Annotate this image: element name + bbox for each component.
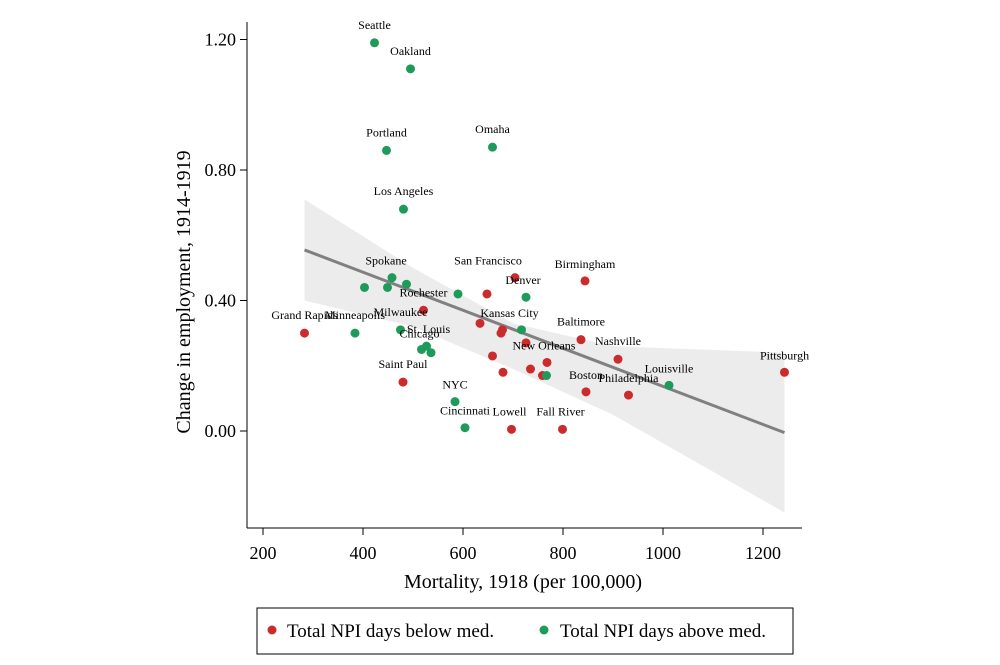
city-label-birmingham: Birmingham	[555, 257, 616, 271]
point-above-oakland	[406, 64, 415, 74]
point-above-st-louis	[422, 341, 431, 351]
city-label-los-angeles: Los Angeles	[374, 184, 434, 198]
point-above	[360, 282, 369, 292]
point-below-lowell	[507, 424, 516, 434]
city-label-saint-paul: Saint Paul	[378, 357, 428, 371]
point-above-minneapolis	[350, 328, 360, 338]
point-below-saint-paul	[398, 377, 408, 387]
point-above-spokane	[387, 273, 397, 283]
city-label-fall-river: Fall River	[536, 404, 584, 418]
city-label-spokane: Spokane	[365, 254, 406, 268]
point-below	[482, 289, 492, 299]
city-label-new-orleans: New Orleans	[513, 338, 576, 352]
y-tick-label-0.00: 0.00	[205, 421, 237, 441]
city-label-boston: Boston	[569, 368, 603, 382]
x-axis-title: Mortality, 1918 (per 100,000)	[404, 571, 642, 593]
legend-box	[256, 607, 794, 655]
point-above-milwaukee	[396, 325, 405, 335]
city-label-kansas-city: Kansas City	[480, 306, 538, 320]
y-tick-label-1.20: 1.20	[205, 30, 237, 50]
point-above	[383, 282, 392, 292]
y-tick-label-0.80: 0.80	[205, 160, 237, 180]
city-label-st-louis: St. Louis	[407, 322, 451, 336]
point-above	[426, 348, 436, 358]
legend-label-above: Total NPI days above med.	[560, 621, 766, 642]
city-label-philadelphia: Philadelphia	[599, 371, 660, 385]
point-above	[453, 289, 463, 299]
x-tick-label-1000: 1000	[645, 543, 681, 563]
point-below	[488, 351, 497, 361]
point-above-los-angeles	[399, 204, 408, 214]
point-above-omaha	[488, 142, 497, 152]
point-below-fall-river	[558, 424, 567, 434]
legend-label-below: Total NPI days below med.	[287, 621, 494, 642]
point-labels: Grand Rapids Saint Paul Rochester Kansas Ci…	[271, 18, 809, 419]
confidence-band	[304, 199, 785, 513]
city-label-cincinnati: Cincinnati	[440, 404, 491, 418]
point-above-nyc	[450, 397, 460, 407]
city-label-louisville: Louisville	[645, 361, 694, 375]
point-below	[498, 367, 508, 377]
point-above-louisville	[664, 380, 674, 390]
city-label-minneapolis: Minneapolis	[325, 308, 385, 322]
point-below-philadelphia	[624, 390, 633, 400]
city-label-milwaukee: Milwaukee	[374, 305, 428, 319]
point-above	[542, 371, 551, 381]
y-tick-label-0.40: 0.40	[205, 291, 237, 311]
point-below	[475, 318, 485, 328]
city-label-oakland: Oakland	[390, 44, 431, 58]
city-label-rochester: Rochester	[400, 285, 448, 299]
point-below-baltimore	[576, 335, 586, 345]
city-label-pittsburgh: Pittsburgh	[760, 348, 809, 362]
x-tick-label-800: 800	[550, 543, 577, 563]
city-label-nyc: NYC	[442, 378, 467, 392]
point-below-grand-rapids	[300, 328, 309, 338]
city-label-baltimore: Baltimore	[557, 315, 605, 329]
x-tick-label-600: 600	[450, 543, 477, 563]
point-below-kansas-city	[498, 325, 507, 335]
point-above	[402, 279, 411, 289]
x-tick-label-1200: 1200	[745, 543, 781, 563]
point-above-portland	[382, 145, 391, 155]
point-below-pittsburgh	[780, 367, 789, 377]
legend: Total NPI days below med. Total NPI days…	[256, 607, 794, 655]
city-label-denver: Denver	[505, 273, 540, 287]
point-above-denver	[521, 292, 531, 302]
point-below	[526, 364, 535, 374]
point-above	[517, 325, 526, 335]
point-below-san-francisco	[510, 273, 520, 283]
point-above-cincinnati	[460, 423, 470, 433]
point-below-nashville	[613, 354, 623, 364]
legend-marker-below	[267, 625, 277, 635]
legend-marker-above	[539, 625, 549, 635]
point-below-rochester	[419, 305, 428, 315]
city-label-omaha: Omaha	[475, 122, 510, 136]
x-tick-label-200: 200	[250, 543, 277, 563]
city-label-chicago: Chicago	[400, 326, 440, 340]
point-below-birmingham	[580, 276, 590, 286]
city-label-grand-rapids: Grand Rapids	[271, 308, 338, 322]
city-label-portland: Portland	[366, 125, 407, 139]
city-label-seattle: Seattle	[358, 18, 391, 32]
fit-line	[303, 248, 786, 435]
axes: 200 400 600 800 1000 1200 0.00 0.40 0.80 1.20	[205, 22, 802, 563]
city-label-nashville: Nashville	[595, 334, 641, 348]
x-tick-label-400: 400	[350, 543, 377, 563]
city-label-san-francisco: San Francisco	[454, 254, 522, 268]
city-label-lowell: Lowell	[493, 404, 528, 418]
plot-area	[300, 38, 789, 513]
point-below	[521, 338, 531, 348]
point-above-seattle	[370, 38, 379, 48]
y-axis-title: Change in employment, 1914-1919	[173, 150, 195, 433]
point-below-new-orleans	[542, 357, 552, 367]
point-below-boston	[581, 387, 591, 397]
